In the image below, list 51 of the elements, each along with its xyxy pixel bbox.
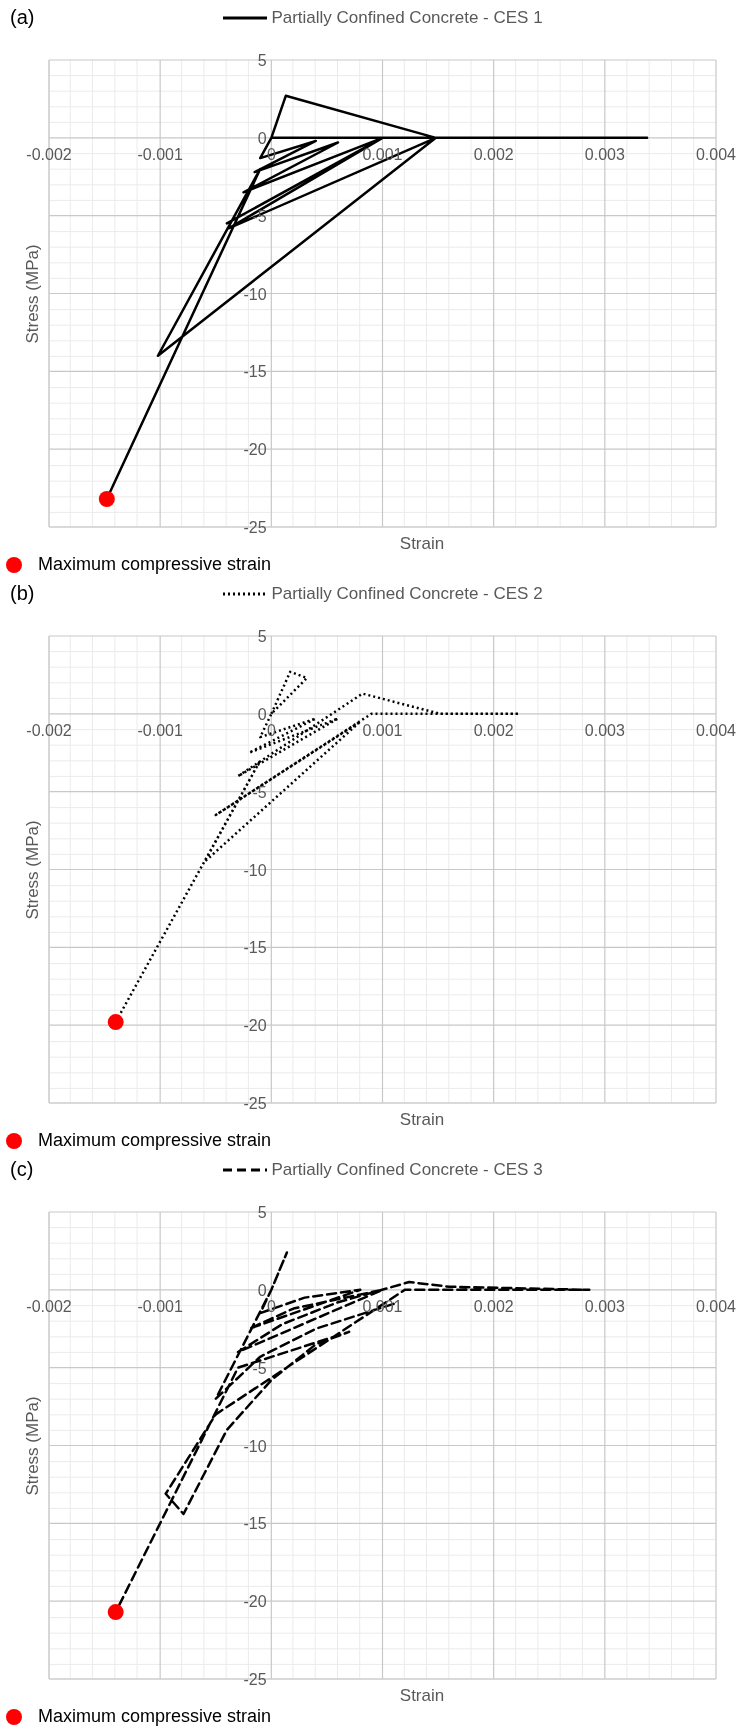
y-tick-label: 5 (257, 628, 267, 645)
x-tick-label: -0.001 (137, 722, 183, 739)
legend-label: Maximum compressive strain (37, 1130, 272, 1151)
x-tick-label: 0.003 (584, 1298, 625, 1315)
y-tick-label: -20 (243, 441, 267, 459)
y-axis-title: Stress (MPa) (23, 1396, 43, 1496)
y-tick-label: -25 (243, 519, 267, 536)
x-tick-label: -0.001 (137, 1298, 183, 1315)
y-tick-label: 0 (257, 129, 267, 147)
y-tick-label: -5 (252, 783, 267, 801)
x-axis-title: Strain (399, 1686, 445, 1706)
y-tick-label: -5 (252, 1359, 267, 1377)
chart-title: (c) (10, 1158, 34, 1181)
x-tick-label: 0.002 (473, 1298, 514, 1315)
legend-label: Partially Confined Concrete - CES 1 (270, 8, 543, 28)
y-tick-label: 5 (257, 52, 267, 69)
x-tick-label: -0.002 (26, 1298, 72, 1315)
x-axis-title: Strain (399, 534, 445, 554)
x-tick-label: 0.004 (695, 146, 737, 163)
chart-title: (b) (10, 582, 35, 605)
y-tick-label: 5 (257, 1204, 267, 1221)
y-tick-label: -20 (243, 1593, 267, 1611)
y-tick-label: -10 (243, 861, 267, 879)
x-tick-label: 0.001 (362, 722, 403, 739)
legend-label: Maximum compressive strain (37, 1706, 272, 1727)
y-tick-label: 0 (257, 1281, 267, 1299)
legend-label: Maximum compressive strain (37, 554, 272, 575)
y-tick-label: -25 (243, 1671, 267, 1688)
y-axis-title: Stress (MPa) (23, 820, 43, 920)
y-axis-title: Stress (MPa) (23, 244, 43, 344)
y-tick-label: 0 (257, 705, 267, 723)
y-tick-label: -10 (243, 285, 267, 303)
x-tick-label: 0.003 (584, 722, 625, 739)
x-tick-label: -0.002 (26, 146, 72, 163)
y-tick-label: -20 (243, 1017, 267, 1035)
x-tick-label: -0.001 (137, 146, 183, 163)
x-tick-label: 0.004 (695, 1298, 737, 1315)
y-tick-label: -15 (243, 1515, 267, 1533)
y-tick-label: -10 (243, 1437, 267, 1455)
x-tick-label: -0.002 (26, 722, 72, 739)
legend-label: Partially Confined Concrete - CES 3 (270, 1160, 543, 1180)
x-tick-label: 0.003 (584, 146, 625, 163)
x-tick-label: 0.002 (473, 722, 514, 739)
chart-title: (a) (10, 6, 35, 29)
legend-label: Partially Confined Concrete - CES 2 (270, 584, 543, 604)
x-tick-label: 0.002 (473, 146, 514, 163)
x-tick-label: 0.004 (695, 722, 737, 739)
y-tick-label: -15 (243, 939, 267, 957)
x-axis-title: Strain (399, 1110, 445, 1130)
y-tick-label: -25 (243, 1095, 267, 1112)
y-tick-label: -15 (243, 363, 267, 381)
